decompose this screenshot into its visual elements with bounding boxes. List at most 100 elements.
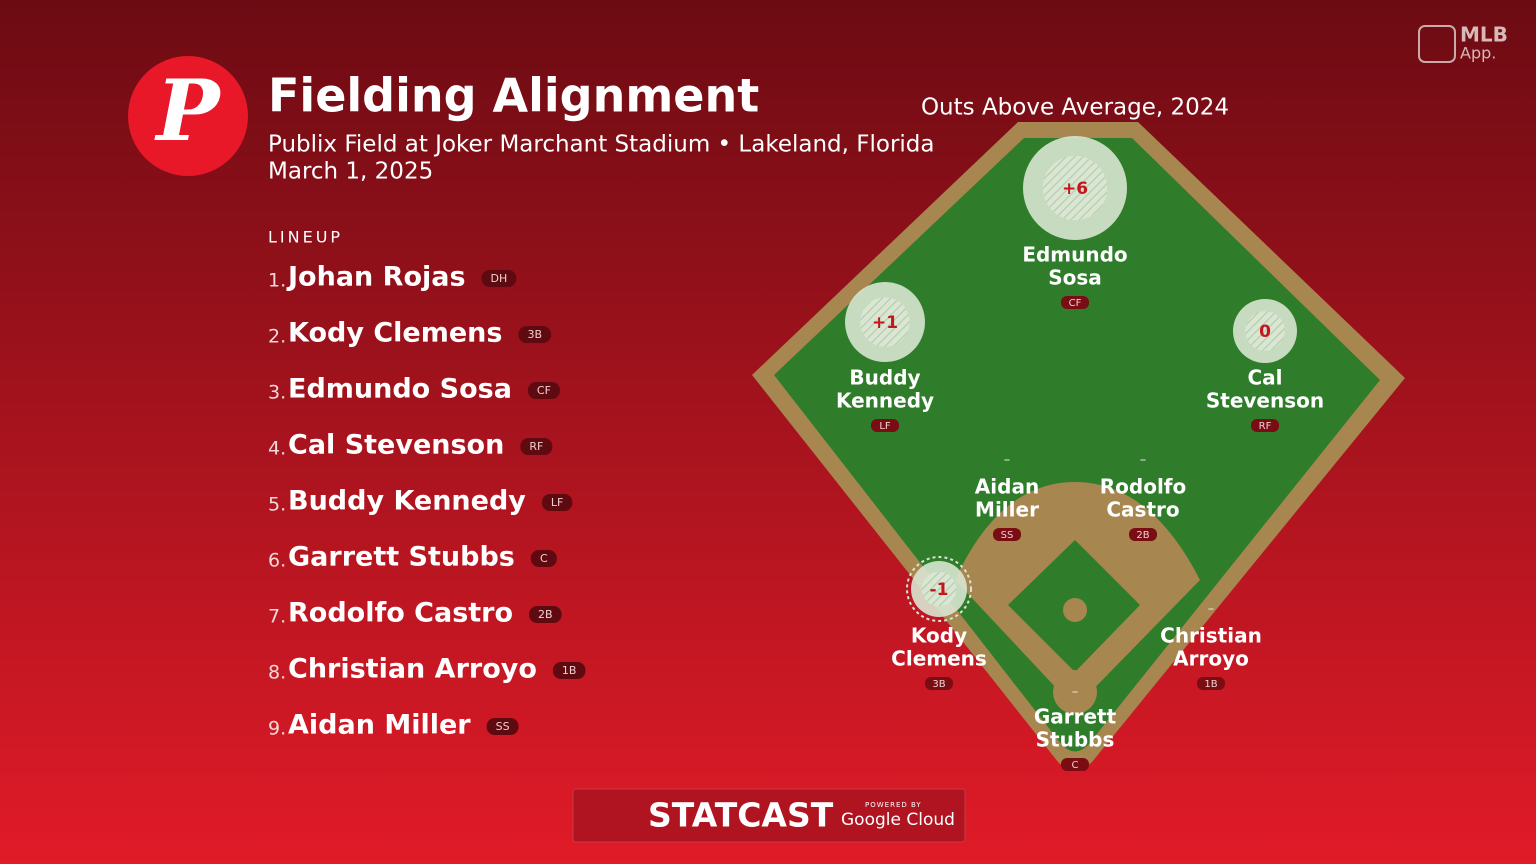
position-label: RF xyxy=(1259,421,1272,432)
oaa-value: – xyxy=(1004,453,1011,468)
fielder-name: Miller xyxy=(975,498,1039,522)
position-badge xyxy=(481,270,517,287)
fielder-name: Stevenson xyxy=(1206,389,1324,413)
position-badge xyxy=(871,419,899,432)
mound xyxy=(1063,598,1087,622)
position-label: SS xyxy=(1001,530,1014,541)
fielder-name: Kennedy xyxy=(836,389,934,413)
footer-box xyxy=(572,788,966,843)
lineup-order: 5. xyxy=(268,494,286,516)
oaa-value: -1 xyxy=(930,580,949,600)
venue: Publix Field at Joker Marchant Stadium •… xyxy=(268,132,935,158)
lineup-order: 8. xyxy=(268,662,286,684)
oaa-value: – xyxy=(1208,602,1215,617)
fielder-name: Kody xyxy=(911,624,967,648)
position-label: LF xyxy=(879,421,891,432)
lineup-order: 3. xyxy=(268,382,286,404)
footer-powered: POWERED BY xyxy=(865,801,922,809)
app-brand: MLB xyxy=(1460,23,1508,47)
outfield-grass xyxy=(774,138,1380,752)
position-label: DH xyxy=(491,272,508,285)
position-label: 1B xyxy=(562,664,577,677)
position-badge xyxy=(530,550,557,567)
lineup-name: Buddy Kennedy xyxy=(288,486,526,517)
position-badge xyxy=(527,382,560,399)
lineup-order: 6. xyxy=(268,550,286,572)
logo-letter: P xyxy=(154,61,222,160)
lineup-order: 2. xyxy=(268,326,286,348)
position-label: CF xyxy=(1069,298,1082,309)
position-label: C xyxy=(540,552,548,565)
field-subtitle: Outs Above Average, 2024 xyxy=(921,95,1229,121)
app-icon xyxy=(1418,25,1456,63)
footer-brand: STATCAST xyxy=(648,796,834,835)
oaa-hatch xyxy=(921,571,957,607)
fielder-name: Christian xyxy=(1160,624,1262,648)
fielder-name: Cal xyxy=(1247,366,1282,390)
app-sub: App. xyxy=(1460,44,1496,63)
fielder-name: Garrett xyxy=(1034,705,1117,729)
oaa-hatch xyxy=(1245,311,1285,351)
oaa-hatch xyxy=(1042,155,1108,221)
position-label: RF xyxy=(529,440,543,453)
position-label: CF xyxy=(537,384,551,397)
lineup-order: 1. xyxy=(268,270,286,292)
position-badge xyxy=(1129,528,1157,541)
position-badge xyxy=(541,494,573,511)
position-badge xyxy=(1061,758,1089,771)
position-badge xyxy=(993,528,1021,541)
lineup-name: Johan Rojas xyxy=(286,262,466,293)
lineup-order: 7. xyxy=(268,606,286,628)
position-badge xyxy=(1197,677,1225,690)
lineup-name: Kody Clemens xyxy=(288,318,502,349)
fielder-name: Edmundo xyxy=(1022,243,1127,267)
fielder-name: Buddy xyxy=(849,366,920,390)
position-label: 2B xyxy=(1136,530,1149,541)
oaa-value: +1 xyxy=(872,313,898,333)
lineup-name: Rodolfo Castro xyxy=(288,598,513,629)
oaa-value: 0 xyxy=(1259,322,1271,342)
position-badge xyxy=(1061,296,1089,309)
lineup-order: 4. xyxy=(268,438,286,460)
home-plate xyxy=(1053,670,1097,714)
oaa-value: – xyxy=(1140,453,1147,468)
position-label: 3B xyxy=(932,679,945,690)
position-label: 2B xyxy=(538,608,553,621)
position-label: LF xyxy=(551,496,563,509)
lineup-label: LINEUP xyxy=(268,228,343,247)
lineup-name: Edmundo Sosa xyxy=(288,374,512,405)
position-badge xyxy=(529,606,562,623)
position-badge xyxy=(520,438,553,455)
fielder-name: Castro xyxy=(1106,498,1179,522)
footer-partner: Google Cloud xyxy=(841,810,955,830)
position-badge xyxy=(552,662,586,679)
oaa-value: +6 xyxy=(1062,179,1088,199)
fielder-name: Sosa xyxy=(1048,266,1102,290)
position-badge xyxy=(486,718,519,735)
fielder-name: Arroyo xyxy=(1173,647,1249,671)
oaa-value: – xyxy=(1072,685,1079,700)
fielder-name: Clemens xyxy=(891,647,987,671)
fielder-name: Rodolfo xyxy=(1100,475,1187,499)
position-badge xyxy=(1251,419,1279,432)
date: March 1, 2025 xyxy=(268,159,433,185)
lineup-name: Aidan Miller xyxy=(288,710,471,741)
fielder-name: Aidan xyxy=(975,475,1039,499)
lineup-name: Christian Arroyo xyxy=(288,654,537,685)
fielder-name: Stubbs xyxy=(1036,728,1115,752)
oaa-ring xyxy=(906,556,972,622)
position-label: C xyxy=(1072,760,1079,771)
position-label: 3B xyxy=(527,328,542,341)
position-badge xyxy=(518,326,551,343)
lineup-name: Garrett Stubbs xyxy=(288,542,515,573)
lineup-order: 9. xyxy=(268,718,286,740)
team-logo xyxy=(128,56,248,176)
lineup-name: Cal Stevenson xyxy=(288,430,504,461)
title: Fielding Alignment xyxy=(268,69,759,123)
oaa-hatch xyxy=(860,297,910,347)
position-label: 1B xyxy=(1204,679,1217,690)
position-label: SS xyxy=(496,720,510,733)
position-badge xyxy=(925,677,953,690)
